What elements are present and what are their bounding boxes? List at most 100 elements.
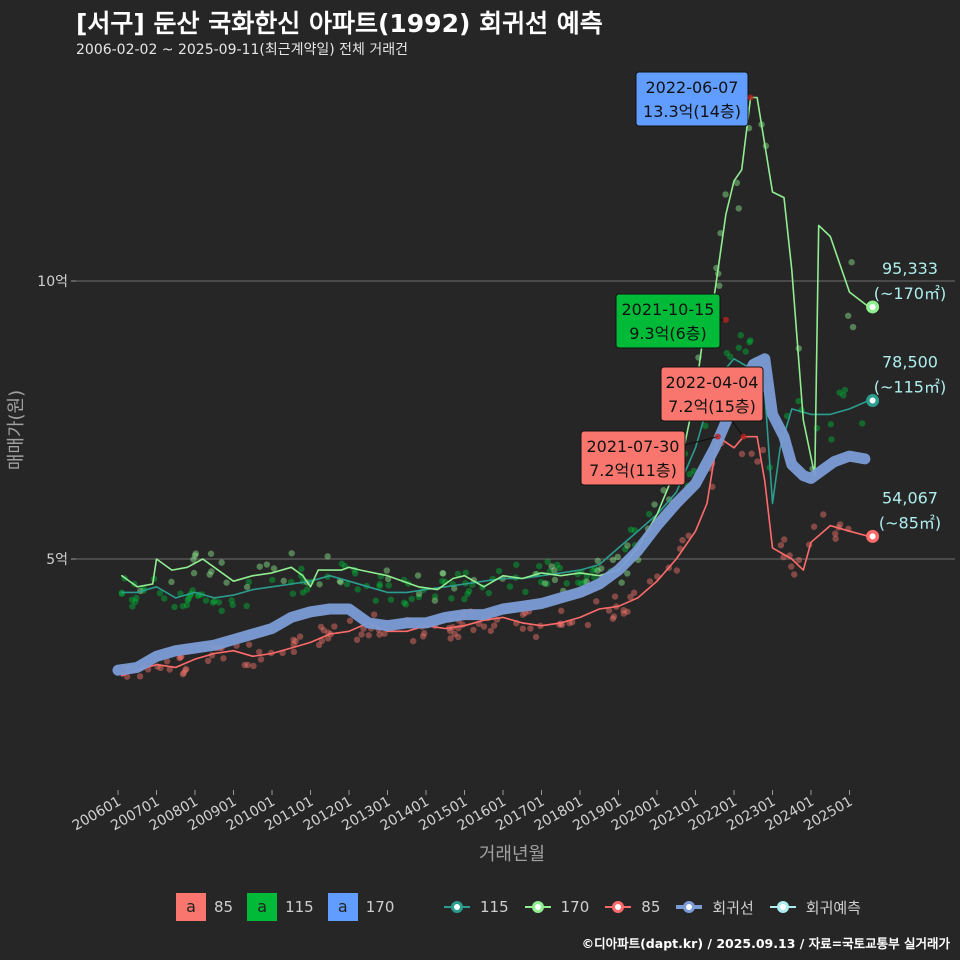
scatter-point [618, 579, 625, 586]
scatter-point [660, 487, 667, 494]
scatter-point [358, 631, 365, 638]
scatter-point [365, 632, 372, 639]
scatter-point [532, 633, 540, 641]
scatter-point [733, 179, 741, 187]
annotation-value: 7.2억(15층) [668, 397, 756, 416]
legend-line-forecast-icon [769, 901, 796, 913]
legend-line-115-label: 115 [480, 898, 509, 916]
scatter-point [156, 589, 164, 597]
scatter-point [166, 666, 173, 673]
legend-item-115: a 115 [247, 893, 314, 921]
scatter-point [748, 450, 755, 457]
scatter-point [777, 541, 785, 549]
scatter-point [179, 671, 187, 678]
annotation-date: 2022-06-07 [646, 78, 739, 97]
scatter-point [575, 579, 582, 586]
scatter-point [810, 523, 818, 530]
scatter-point [298, 565, 305, 573]
scatter-point [849, 323, 857, 331]
scatter-point [385, 582, 392, 589]
scatter-point [290, 641, 297, 648]
scatter-point [409, 637, 417, 645]
scatter-point [754, 458, 761, 465]
scatter-point [832, 535, 839, 542]
scatter-point [376, 583, 383, 590]
scatter-point [746, 339, 753, 346]
scatter-point [414, 572, 422, 579]
scatter-point [370, 611, 378, 618]
scatter-point [192, 550, 200, 557]
scatter-point [461, 595, 468, 603]
annotation-box [580, 430, 686, 486]
scatter-point [548, 563, 555, 570]
scatter-point [133, 594, 140, 602]
scatter-point [171, 603, 178, 611]
scatter-point [622, 546, 629, 553]
legend-swatch-115: a [247, 893, 278, 921]
legend-line-regression-icon [676, 901, 703, 913]
annotation-point [722, 316, 729, 323]
scatter-point [244, 661, 252, 669]
scatter-point [243, 583, 251, 591]
scatter-point [177, 654, 184, 661]
scatter-point [859, 420, 866, 427]
scatter-point [685, 532, 692, 539]
x-axis-title: 거래년월 [479, 844, 545, 865]
scatter-point [168, 578, 175, 586]
scatter-point [646, 578, 654, 585]
scatter-point [223, 579, 230, 586]
scatter-point [207, 550, 215, 557]
scatter-point [513, 561, 520, 568]
scatter-point [506, 583, 514, 590]
scatter-point [495, 567, 503, 575]
scatter-point [292, 637, 299, 645]
scatter-point [651, 501, 658, 508]
scatter-point [464, 590, 471, 598]
scatter-point [747, 337, 754, 344]
scatter-point [206, 571, 213, 578]
legend-line-regression: 회귀선 [674, 893, 754, 921]
scatter-point [627, 593, 634, 601]
scatter-point [179, 602, 187, 610]
scatter-point [791, 571, 798, 578]
legend-line-115-icon [444, 901, 470, 913]
scatter-point [610, 613, 618, 620]
legend-line-170: 170 [523, 893, 589, 921]
scatter-point [402, 601, 409, 608]
scatter-point [215, 599, 223, 606]
scatter-point [318, 637, 326, 644]
scatter-point [844, 312, 852, 319]
scatter-point [190, 556, 197, 563]
source-caption: ©디아파트(dapt.kr) / 2025.09.13 / 자료=국토교통부 실… [581, 936, 950, 951]
scatter-point [581, 578, 588, 585]
scatter-point [387, 596, 395, 603]
scatter-point [256, 648, 263, 656]
scatter-point [609, 556, 617, 564]
y-axis-title: 매매가(원) [6, 390, 27, 470]
scatter-point [354, 586, 361, 593]
scatter-point [180, 669, 187, 677]
scatter-point [129, 603, 136, 610]
scatter-point [491, 622, 498, 629]
scatter-point [551, 576, 559, 584]
annotation-box [660, 366, 764, 422]
annotation-point [740, 433, 747, 440]
scatter-point [726, 353, 734, 360]
scatter-point [722, 191, 729, 198]
annotation-2022-06-07: 2022-06-07 13.3억(14층) [635, 71, 754, 127]
scatter-point [439, 570, 446, 577]
scatter-point [263, 561, 271, 568]
scatter-point [451, 585, 458, 592]
scatter-point [448, 595, 455, 602]
regression-line [112, 353, 871, 676]
scatter-point [788, 563, 795, 570]
series-line-115 [121, 358, 870, 599]
scatter-point [419, 633, 427, 640]
scatter-point [465, 587, 473, 595]
scatter-point [594, 557, 601, 565]
scatter-point [820, 511, 827, 518]
scatter-point [522, 588, 529, 596]
scatter-point [182, 665, 190, 673]
scatter-point [438, 578, 446, 585]
scatter-point [288, 550, 295, 557]
